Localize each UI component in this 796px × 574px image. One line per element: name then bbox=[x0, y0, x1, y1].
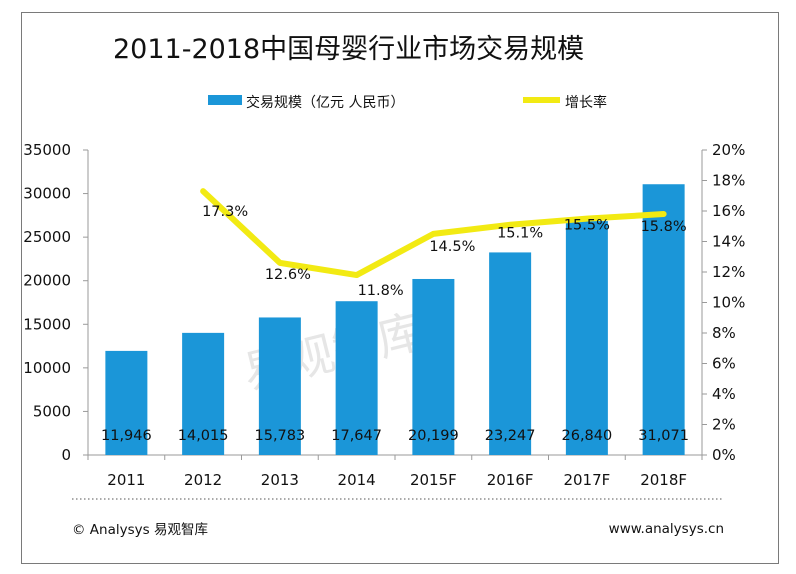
x-tick-label: 2014 bbox=[338, 471, 376, 489]
bar-labels: 11,946 14,015 15,783 17,647 20,199 23,247 26,8… bbox=[101, 428, 689, 444]
bar-value-label: 15,783 bbox=[255, 428, 306, 444]
y-left-tick-label: 25000 bbox=[23, 228, 71, 246]
bar bbox=[335, 301, 378, 455]
bar bbox=[258, 317, 301, 455]
bar bbox=[565, 221, 608, 455]
growth-line bbox=[200, 188, 667, 279]
y-right-tick-label: 10% bbox=[712, 294, 745, 312]
growth-value-label: 17.3% bbox=[202, 204, 248, 220]
growth-value-label: 15.1% bbox=[497, 226, 543, 242]
y-right-tick-label: 8% bbox=[712, 324, 736, 342]
bar-value-label: 31,071 bbox=[638, 428, 689, 444]
y-right-tick-label: 12% bbox=[712, 263, 745, 281]
x-tick-label: 2013 bbox=[261, 471, 299, 489]
legend: 交易规模（亿元 人民币） 增长率 bbox=[208, 94, 607, 111]
y-left-tick-label: 10000 bbox=[23, 359, 71, 377]
bar bbox=[182, 332, 225, 455]
y-right-tick-label: 0% bbox=[712, 446, 736, 464]
legend-bar-label: 交易规模（亿元 人民币） bbox=[246, 94, 404, 111]
y-left-tick-label: 15000 bbox=[23, 315, 71, 333]
y-right-tick-label: 4% bbox=[712, 385, 736, 403]
chart-title: 2011-2018中国母婴行业市场交易规模 bbox=[113, 34, 584, 65]
x-tick-label: 2016F bbox=[487, 471, 534, 489]
legend-bar-swatch bbox=[208, 95, 242, 105]
x-tick-label: 2017F bbox=[563, 471, 610, 489]
x-tick-label: 2012 bbox=[184, 471, 222, 489]
growth-value-label: 15.5% bbox=[564, 218, 610, 234]
bars bbox=[105, 184, 685, 455]
y-left-tick-label: 30000 bbox=[23, 185, 71, 203]
footer-url: www.analysys.cn bbox=[609, 521, 724, 537]
y-left-tick-label: 5000 bbox=[33, 402, 71, 420]
legend-line-label: 增长率 bbox=[565, 94, 607, 111]
bar bbox=[642, 184, 685, 455]
y-right-tick-label: 20% bbox=[712, 141, 745, 159]
y-right-tick-label: 14% bbox=[712, 233, 745, 251]
bar bbox=[412, 278, 455, 455]
growth-value-label: 15.8% bbox=[641, 219, 687, 235]
x-tick-label: 2018F bbox=[640, 471, 687, 489]
bar bbox=[105, 350, 148, 455]
y-left-tick-label: 20000 bbox=[23, 272, 71, 290]
y-left-tick-label: 0 bbox=[61, 446, 71, 464]
y-left-tick-label: 35000 bbox=[23, 141, 71, 159]
bar-value-label: 23,247 bbox=[485, 428, 536, 444]
bar bbox=[489, 252, 532, 455]
growth-labels: 17.3% 12.6% 11.8% 14.5% 15.1% 15.5% 15.8% bbox=[202, 204, 687, 299]
growth-line-path bbox=[200, 188, 667, 279]
y-right-tick-label: 18% bbox=[712, 172, 745, 190]
x-tick-label: 2011 bbox=[107, 471, 145, 489]
bar-value-label: 20,199 bbox=[408, 428, 459, 444]
growth-value-label: 14.5% bbox=[429, 239, 475, 255]
y-right-tick-label: 16% bbox=[712, 202, 745, 220]
bar-value-label: 17,647 bbox=[331, 428, 382, 444]
growth-value-label: 11.8% bbox=[358, 283, 404, 299]
footer-copyright: © Analysys 易观智库 bbox=[72, 522, 208, 538]
y-right-tick-label: 6% bbox=[712, 355, 736, 373]
y-right-tick-label: 2% bbox=[712, 416, 736, 434]
bar-value-label: 26,840 bbox=[562, 428, 613, 444]
bar-value-label: 11,946 bbox=[101, 428, 152, 444]
bar-value-label: 14,015 bbox=[178, 428, 229, 444]
growth-value-label: 12.6% bbox=[265, 267, 311, 283]
x-tick-label: 2015F bbox=[410, 471, 457, 489]
